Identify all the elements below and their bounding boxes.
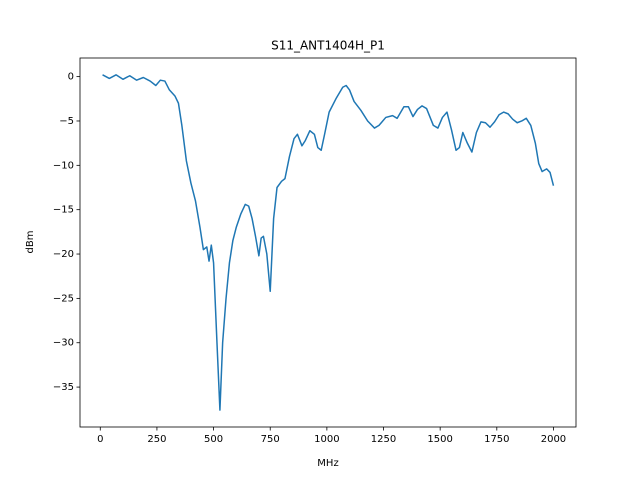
data-line <box>102 74 555 411</box>
x-tick-label: 2000 <box>541 434 566 445</box>
x-tick-label: 0 <box>97 434 103 445</box>
y-tick-label: −25 <box>53 293 74 304</box>
y-tick-label: −30 <box>53 338 74 349</box>
y-axis-label: dBm <box>25 231 36 254</box>
x-tick-label: 1500 <box>427 434 452 445</box>
x-tick-label: 500 <box>204 434 223 445</box>
x-tick-label: 1250 <box>371 434 396 445</box>
x-axis-label: MHz <box>317 458 338 469</box>
x-tick-label: 1750 <box>484 434 509 445</box>
y-tick-label: −35 <box>53 382 74 393</box>
y-tick-label: 0 <box>68 72 74 83</box>
y-tick-label: −10 <box>53 160 74 171</box>
y-tick-label: −20 <box>53 249 74 260</box>
plot-frame <box>79 57 577 428</box>
x-tick-label: 250 <box>147 434 166 445</box>
x-tick-label: 1000 <box>314 434 339 445</box>
x-tick-label: 750 <box>261 434 280 445</box>
chart-title: S11_ANT1404H_P1 <box>271 39 385 53</box>
y-tick-label: −5 <box>59 116 74 127</box>
y-tick-label: −15 <box>53 205 74 216</box>
